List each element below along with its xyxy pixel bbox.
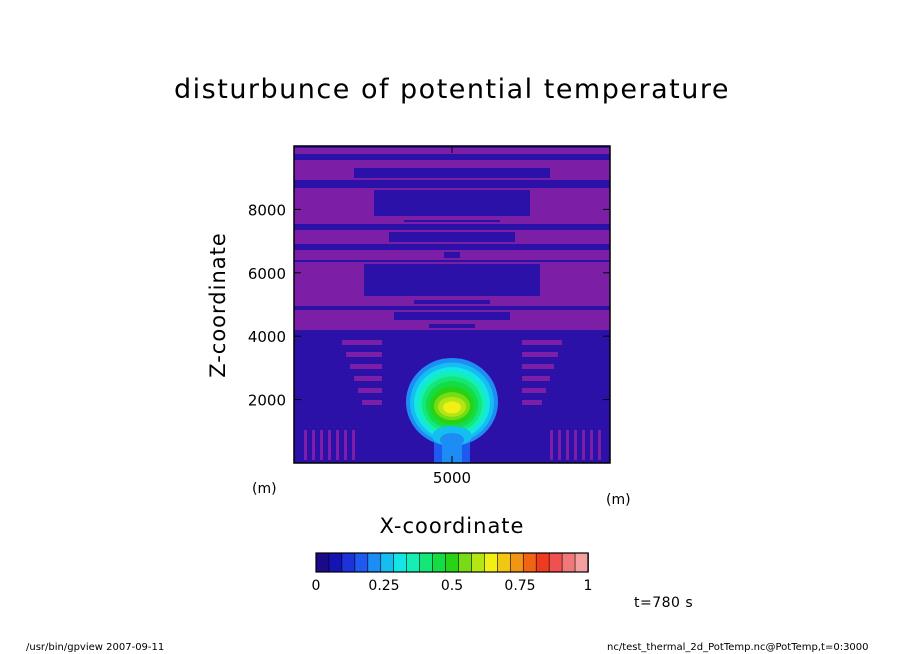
field-band-gap (404, 220, 500, 222)
field-streak (522, 364, 554, 369)
colorbar-swatch (328, 552, 343, 573)
colorbar-swatch (535, 552, 550, 573)
y-tick-label: 6000 (248, 265, 286, 283)
field-streak (522, 400, 542, 405)
thermal-contour (443, 401, 461, 414)
colorbar-swatch (393, 552, 408, 573)
colorbar-swatch (315, 552, 330, 573)
field-streak (522, 376, 550, 381)
time-label: t=780 s (634, 595, 694, 611)
field-band (294, 160, 610, 166)
colorbar-swatch (497, 552, 512, 573)
field-streak (558, 430, 561, 460)
x-tick-label: 5000 (433, 469, 471, 487)
y-tick-label: 4000 (248, 328, 286, 346)
colorbar-swatch (484, 552, 499, 573)
field-streak (346, 352, 382, 357)
field-band-gap (444, 252, 460, 258)
field-streak (590, 430, 593, 460)
field-streak (342, 340, 382, 345)
field-streak (582, 430, 585, 460)
y-tick-label: 8000 (248, 201, 286, 219)
field-streak (574, 430, 577, 460)
x-axis-label: X-coordinate (379, 514, 525, 538)
field-streak (522, 352, 558, 357)
colorbar-tick-label: 0 (312, 578, 321, 594)
field-band-gap (429, 324, 475, 328)
field-band-gap (374, 190, 530, 216)
field-streak (358, 388, 382, 393)
axis-ticks: 2000 4000 6000 8000 5000 (248, 146, 610, 487)
field-streak (304, 430, 307, 460)
colorbar-tick-label: 1 (584, 578, 593, 594)
colorbar-swatch (522, 552, 537, 573)
colorbar-frame (315, 552, 589, 573)
field-streak (352, 430, 355, 460)
colorbar-swatch (445, 552, 460, 573)
field-streak (320, 430, 323, 460)
field-streak (566, 430, 569, 460)
colorbar-swatch (561, 552, 576, 573)
plot-area (294, 146, 610, 463)
colorbar-swatch (458, 552, 473, 573)
field-band-gap (394, 312, 510, 320)
colorbar: 0 0.25 0.5 0.75 1 (312, 552, 593, 594)
colorbar-swatch (548, 552, 563, 573)
colorbar-swatch (432, 552, 447, 573)
y-unit-label: (m) (606, 492, 631, 508)
colorbar-swatch (471, 552, 486, 573)
colorbar-swatch (406, 552, 421, 573)
y-tick-label: 2000 (248, 392, 286, 410)
field-band-gap (354, 168, 550, 178)
field-streak (344, 430, 347, 460)
field-band-gap (364, 264, 540, 296)
field-streak (522, 340, 562, 345)
colorbar-swatch (380, 552, 395, 573)
field-band-gap (414, 300, 490, 304)
field-streak (522, 388, 546, 393)
field-band-gap (389, 232, 515, 242)
colorbar-swatch (509, 552, 525, 573)
field-streak (362, 400, 382, 405)
colorbar-tick-label: 0.5 (441, 578, 463, 594)
colorbar-tick-label: 0.25 (368, 578, 399, 594)
colorbar-swatch (367, 552, 382, 573)
chart-title: disturbunce of potential temperature (174, 74, 730, 105)
footer-right-text: nc/test_thermal_2d_PotTemp.nc@PotTemp,t=… (607, 642, 869, 653)
colorbar-swatch (419, 552, 434, 573)
colorbar-swatch (341, 552, 356, 573)
thermal-underside (440, 432, 464, 447)
footer-left-text: /usr/bin/gpview 2007-09-11 (26, 642, 165, 653)
x-unit-label: (m) (252, 481, 277, 497)
field-streak (354, 376, 382, 381)
field-streak (328, 430, 331, 460)
field-streak (550, 430, 553, 460)
field-streak (350, 364, 382, 369)
colorbar-swatch (354, 552, 369, 573)
field-streak (598, 430, 601, 460)
colorbar-tick-label: 0.75 (504, 578, 535, 594)
field-streak (336, 430, 339, 460)
colorbar-swatch (574, 552, 589, 573)
field-streak (312, 430, 315, 460)
